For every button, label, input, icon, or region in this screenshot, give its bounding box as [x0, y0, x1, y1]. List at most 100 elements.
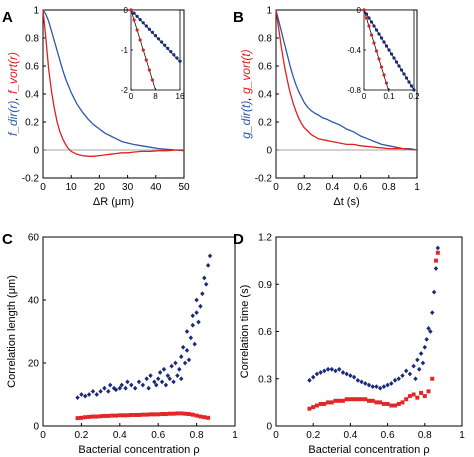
inset-x-tick-label: 0.1	[383, 92, 395, 101]
y-axis-label-red: f_vort(r)	[6, 52, 20, 94]
panel-c: 0 0.2 0.4 0.6 0.8 1 0 20 40 60 Bacterial concentra…	[6, 233, 238, 457]
data-point-square	[144, 412, 149, 417]
data-point-diamond	[363, 381, 368, 386]
x-tick-label: 30	[122, 182, 134, 193]
data-point-square	[152, 412, 157, 417]
data-point-diamond	[413, 376, 418, 382]
data-point-diamond	[198, 303, 203, 309]
panel-label-a: A	[2, 9, 13, 26]
data-point-diamond	[161, 366, 167, 372]
x-tick-label: 0.8	[382, 182, 396, 193]
data-point-diamond	[98, 388, 103, 394]
inset-point-red	[384, 81, 389, 85]
series-line-red	[42, 9, 184, 157]
data-point-diamond	[377, 385, 383, 391]
data-point-diamond	[420, 360, 426, 366]
data-point-square	[125, 413, 130, 418]
inset-x-tick-label: 0.2	[408, 92, 420, 101]
data-point-square	[163, 412, 168, 417]
y-tick-label: 0	[33, 146, 39, 157]
y-tick-label: 1	[266, 6, 272, 17]
x-tick-label: 0.6	[354, 182, 368, 193]
data-point-diamond	[152, 379, 157, 385]
x-tick-label: 0.6	[381, 430, 395, 441]
data-point-diamond	[154, 382, 159, 388]
x-tick-label: 0.4	[343, 430, 357, 441]
data-point-diamond	[322, 368, 327, 374]
data-point-diamond	[79, 392, 84, 397]
data-point-diamond	[318, 370, 323, 375]
series-line-red	[275, 9, 418, 151]
data-point-diamond	[207, 253, 213, 259]
data-point-diamond	[202, 275, 207, 281]
data-point-square	[422, 394, 427, 399]
data-point-square	[344, 397, 349, 402]
y-axis-label: Correlation time (s)	[239, 285, 251, 379]
inset-point-red	[147, 68, 151, 72]
data-point-diamond	[428, 329, 433, 334]
data-point-square	[363, 397, 368, 402]
data-point-diamond	[171, 379, 176, 385]
data-point-square	[348, 397, 353, 402]
data-point-square	[407, 394, 412, 399]
inset-point-red	[132, 18, 136, 22]
panel-label-b: B	[233, 9, 244, 26]
inset-point-blue	[367, 16, 371, 20]
x-tick-label: 1	[232, 430, 238, 441]
data-point-square	[129, 412, 134, 417]
inset-point-blue	[409, 84, 414, 88]
inset-point-blue	[412, 88, 416, 92]
data-point-diamond	[431, 289, 437, 295]
y-tick-label: 0.8	[258, 34, 272, 45]
data-point-diamond	[333, 368, 338, 374]
y-tick-label: 1	[33, 6, 39, 17]
data-point-diamond	[430, 310, 435, 315]
data-point-diamond	[200, 291, 205, 297]
data-point-square	[140, 412, 145, 417]
y-axis-label-sep: ,	[239, 94, 253, 101]
data-point-square	[206, 415, 211, 420]
data-point-diamond	[132, 385, 138, 391]
data-point-diamond	[355, 377, 361, 383]
x-axis-label: ΔR (μm)	[93, 196, 134, 208]
data-point-diamond	[192, 341, 197, 347]
y-tick-label: 20	[28, 359, 40, 370]
data-point-square	[113, 413, 118, 418]
data-point-diamond	[205, 262, 211, 268]
data-point-square	[359, 397, 364, 402]
data-point-square	[183, 411, 188, 416]
data-point-diamond	[400, 373, 405, 378]
data-point-diamond	[348, 373, 353, 378]
data-point-diamond	[415, 357, 420, 363]
data-point-diamond	[144, 376, 149, 382]
x-tick-label: 0.6	[151, 430, 165, 441]
data-point-diamond	[184, 329, 190, 334]
data-point-square	[75, 416, 80, 421]
data-point-square	[148, 412, 153, 417]
data-point-diamond	[102, 385, 107, 391]
data-point-square	[190, 412, 195, 417]
inset-y-tick-label: 0	[124, 6, 129, 15]
data-point-square	[385, 401, 390, 406]
data-point-diamond	[123, 385, 128, 391]
inset-point-blue	[138, 18, 142, 22]
data-point-diamond	[106, 388, 111, 394]
data-point-square	[400, 400, 405, 405]
x-tick-label: 1	[459, 430, 465, 441]
inset-point-blue	[397, 64, 401, 68]
data-point-diamond	[163, 382, 169, 388]
data-point-square	[370, 398, 375, 403]
y-tick-label: 0.6	[258, 62, 272, 73]
plot-frame	[275, 236, 463, 427]
inset-point-red	[138, 38, 142, 42]
data-point-square	[337, 398, 342, 403]
x-axis-label: Bacterial concentration ρ	[78, 444, 199, 456]
inset-y-tick-label: -2	[121, 86, 129, 95]
data-point-diamond	[94, 392, 99, 397]
data-point-square	[83, 415, 88, 420]
inset-point-red	[377, 57, 381, 61]
inset-point-red	[150, 78, 155, 82]
data-point-square	[186, 412, 191, 417]
